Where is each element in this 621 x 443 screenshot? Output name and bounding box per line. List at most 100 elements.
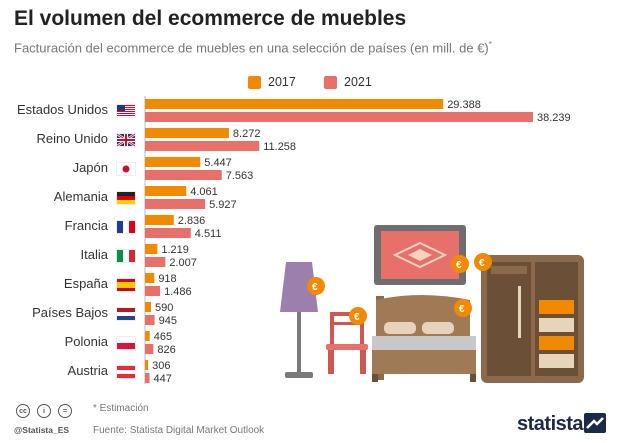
data-label-2021: 2.007 <box>169 257 197 269</box>
legend-swatch-2017 <box>248 75 261 89</box>
flag-uk-icon <box>116 132 136 148</box>
legend-item-2017: 2017 <box>248 75 296 89</box>
category-label: Reino Unido <box>36 131 108 146</box>
data-label-2017: 918 <box>158 273 176 285</box>
bar-2017 <box>145 331 150 341</box>
data-label-2017: 4.061 <box>190 186 218 198</box>
bar-2021 <box>145 257 166 267</box>
no-derivatives-icon: = <box>58 404 72 418</box>
legend-item-2021: 2021 <box>324 75 372 89</box>
furniture-illustration: € € € € € <box>280 225 584 383</box>
cc-license-icon: cc <box>16 404 30 418</box>
data-label-2017: 465 <box>154 331 172 343</box>
data-label-2021: 945 <box>159 315 177 327</box>
chair-icon <box>326 312 368 374</box>
svg-text:€: € <box>312 282 318 293</box>
flag-it-icon <box>116 249 136 263</box>
bar-2021 <box>145 199 206 209</box>
wall-picture-icon <box>374 225 466 285</box>
flag-es-icon <box>116 278 136 292</box>
bar-row: Estados Unidos 29.388 38.239 <box>17 99 571 124</box>
bar-2021 <box>145 344 154 354</box>
legend-label-2017: 2017 <box>268 75 296 89</box>
category-label: Alemania <box>54 189 109 204</box>
twitter-handle: @Statista_ES <box>14 425 70 435</box>
statista-logo-icon <box>584 413 606 433</box>
bar-2021 <box>145 315 155 325</box>
flag-de-icon <box>116 191 136 205</box>
data-label-2021: 1.486 <box>164 286 192 298</box>
bar-2017 <box>145 128 229 138</box>
data-label-2017: 8.272 <box>233 128 261 140</box>
category-label: Japón <box>73 160 108 175</box>
data-label-2021: 447 <box>154 373 172 385</box>
bar-2021 <box>145 170 222 180</box>
svg-text:€: € <box>456 260 462 271</box>
bar-2017 <box>145 273 155 283</box>
data-label-2021: 7.563 <box>226 170 254 182</box>
bar-2021 <box>145 112 533 122</box>
bar-2017 <box>145 186 187 196</box>
data-label-2017: 590 <box>155 302 173 314</box>
category-label: España <box>64 276 109 291</box>
bar-2017 <box>145 360 149 370</box>
footnote: * Estimación <box>93 403 149 414</box>
euro-badge-icon: € € € € € <box>307 253 492 325</box>
flag-jp-icon <box>116 162 136 176</box>
data-label-2017: 306 <box>152 360 170 372</box>
chart-title: El volumen del ecommerce de muebles <box>14 7 407 30</box>
bar-2017 <box>145 302 151 312</box>
svg-text:€: € <box>354 312 360 323</box>
category-label: Países Bajos <box>32 305 108 320</box>
data-label-2017: 29.388 <box>447 99 481 111</box>
bar-2017 <box>145 244 158 254</box>
category-label: Austria <box>68 363 109 378</box>
flag-pl-icon <box>116 336 136 350</box>
data-label-2021: 826 <box>157 344 175 356</box>
flag-nl-icon <box>116 307 136 321</box>
legend-swatch-2021 <box>324 75 337 89</box>
category-label: Polonia <box>65 334 109 349</box>
data-label-2021: 5.927 <box>209 199 237 211</box>
category-label: Estados Unidos <box>17 102 109 117</box>
bar-2021 <box>145 373 150 383</box>
bar-2017 <box>145 157 201 167</box>
svg-text:€: € <box>479 258 485 269</box>
flag-fr-icon <box>116 220 136 234</box>
bar-2021 <box>145 228 191 238</box>
bar-2017 <box>145 215 174 225</box>
bar-2021 <box>145 286 161 296</box>
svg-text:€: € <box>459 304 465 315</box>
wardrobe-icon <box>481 255 584 383</box>
bars-group: Estados Unidos 29.388 38.239 Reino Unido 8.2… <box>17 99 571 385</box>
floor-lamp-icon <box>280 262 318 378</box>
attribution-icon: i <box>37 404 51 418</box>
flag-us-icon <box>116 104 136 118</box>
data-label-2021: 4.511 <box>195 228 222 240</box>
flag-at-icon <box>116 365 136 379</box>
source-text: Fuente: Statista Digital Market Outlook <box>93 425 265 436</box>
bar-2021 <box>145 141 260 151</box>
bed-icon <box>372 295 476 382</box>
category-label: Italia <box>81 247 109 262</box>
bar-2017 <box>145 99 444 109</box>
data-label-2017: 1.219 <box>161 244 189 256</box>
statista-logo[interactable]: statista <box>517 413 584 435</box>
legend-label-2021: 2021 <box>344 75 372 89</box>
data-label-2021: 38.239 <box>537 112 571 124</box>
data-label-2021: 11.258 <box>263 141 296 153</box>
chart-subtitle: Facturación del ecommerce de muebles en … <box>14 40 492 56</box>
data-label-2017: 2.836 <box>178 215 206 227</box>
category-label: Francia <box>65 218 109 233</box>
data-label-2017: 5.447 <box>204 157 232 169</box>
